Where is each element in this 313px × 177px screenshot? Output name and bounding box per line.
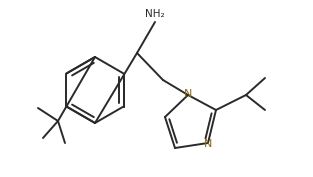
Text: NH₂: NH₂ <box>145 9 165 19</box>
Text: N: N <box>204 139 212 149</box>
Text: N: N <box>184 89 192 99</box>
